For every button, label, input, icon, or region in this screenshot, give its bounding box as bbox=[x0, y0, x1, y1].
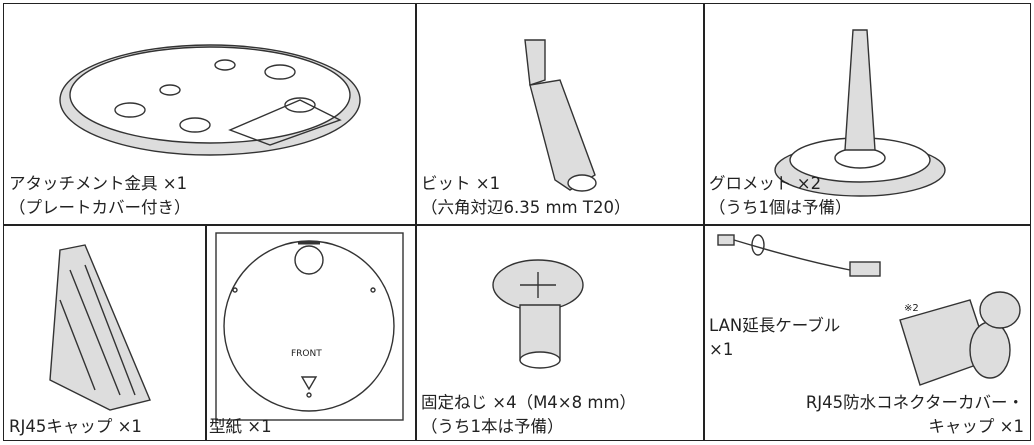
cell bbox=[703, 3, 1031, 226]
label: LAN延長ケーブル bbox=[709, 316, 841, 335]
label: ×1 bbox=[709, 340, 734, 359]
cell bbox=[3, 224, 207, 441]
label: グロメット ×2 bbox=[709, 174, 822, 193]
label: （プレートカバー付き） bbox=[9, 198, 191, 217]
label: キャップ ×1 bbox=[928, 417, 1024, 436]
label: （六角対辺6.35 mm T20） bbox=[421, 198, 631, 217]
note-mark: ※2 bbox=[904, 303, 919, 314]
label: ビット ×1 bbox=[421, 174, 501, 193]
label: 型紙 ×1 bbox=[209, 417, 272, 436]
label: アタッチメント金具 ×1 bbox=[9, 174, 188, 193]
cell bbox=[415, 224, 705, 441]
template-text: FRONT bbox=[291, 349, 322, 359]
cell bbox=[703, 224, 1031, 441]
label: RJ45キャップ ×1 bbox=[9, 417, 142, 436]
label: （うち1個は予備） bbox=[709, 198, 852, 217]
label: （うち1本は予備） bbox=[421, 417, 564, 436]
label: RJ45防水コネクターカバー・ bbox=[805, 393, 1024, 412]
cell bbox=[205, 224, 417, 441]
cell bbox=[415, 3, 705, 226]
cell bbox=[3, 3, 417, 226]
label: 固定ねじ ×4（M4×8 mm） bbox=[421, 393, 637, 412]
